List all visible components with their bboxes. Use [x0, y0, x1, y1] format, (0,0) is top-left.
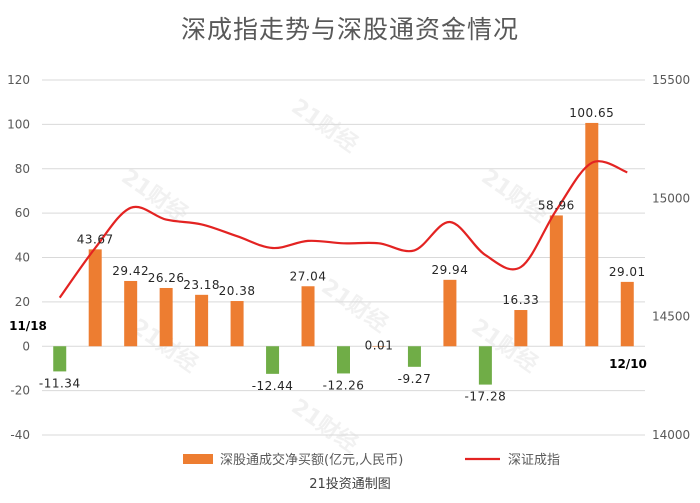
- left-axis-tick-label: 40: [15, 251, 30, 265]
- line-series: [58, 160, 628, 299]
- gridlines: [42, 79, 645, 436]
- legend-swatch-bar: [183, 454, 213, 464]
- axis-ticks: 120 100 80 60 40 20 0 -20 -40 15500 15000 14500 1400…: [7, 73, 690, 442]
- end-date-label: 12/10: [609, 357, 647, 371]
- data-label: -9.27: [398, 372, 432, 386]
- data-label: -12.26: [323, 378, 365, 392]
- bar: [514, 310, 528, 347]
- source-label: 21投资通制图: [309, 476, 391, 492]
- chart-title: 深成指走势与深股通资金情况: [180, 15, 519, 44]
- left-axis-tick-label: 80: [15, 162, 30, 176]
- data-label: 26.26: [148, 271, 185, 285]
- data-label: 100.65: [569, 106, 614, 120]
- left-axis-tick-label: 20: [15, 295, 30, 309]
- start-date-label: 11/18: [9, 319, 47, 333]
- data-label: 58.96: [538, 198, 575, 212]
- left-axis-tick-label: -20: [10, 384, 30, 398]
- bar: [478, 346, 492, 385]
- bar-series: [53, 122, 634, 385]
- watermark: 21财经: [287, 394, 363, 458]
- right-axis-tick-label: 15000: [652, 191, 690, 205]
- data-label: -17.28: [465, 390, 507, 404]
- data-label: -11.34: [39, 376, 81, 390]
- bar: [230, 301, 244, 347]
- bar: [549, 215, 563, 347]
- right-axis-tick-label: 14500: [652, 310, 690, 324]
- bar: [195, 294, 209, 347]
- bar: [266, 346, 280, 374]
- left-axis-tick-label: -40: [10, 428, 30, 442]
- bar: [159, 287, 173, 347]
- bar: [53, 346, 67, 372]
- right-axis-tick-label: 14000: [652, 428, 690, 442]
- legend: 深股通成交净买额(亿元,人民币) 深证成指 21投资通制图: [183, 452, 560, 492]
- right-axis-tick-label: 15500: [652, 73, 690, 87]
- data-label: 29.94: [431, 263, 468, 277]
- watermark: 21财经: [317, 274, 393, 338]
- data-label: 23.18: [183, 278, 220, 292]
- bar: [124, 280, 138, 347]
- line-path: [58, 160, 628, 299]
- watermark: 21财经: [477, 164, 553, 228]
- left-axis-tick-label: 100: [7, 117, 30, 131]
- data-label: -12.44: [252, 379, 294, 393]
- data-label: 20.38: [219, 284, 256, 298]
- data-label: 27.04: [290, 269, 327, 283]
- bar: [88, 249, 102, 347]
- data-label: 29.42: [112, 264, 149, 278]
- bar: [443, 279, 457, 347]
- data-label: 16.33: [502, 293, 539, 307]
- data-label: 0.01: [365, 338, 394, 352]
- watermark: 21财经: [467, 314, 543, 378]
- legend-label-bar: 深股通成交净买额(亿元,人民币): [220, 452, 403, 468]
- left-axis-tick-label: 0: [22, 339, 30, 353]
- bar: [407, 346, 421, 367]
- watermark: 21财经: [287, 94, 363, 158]
- bar: [585, 122, 599, 347]
- bar: [301, 286, 315, 347]
- left-axis-tick-label: 120: [7, 73, 30, 87]
- data-label: 29.01: [609, 265, 646, 279]
- watermark: 21财经: [117, 164, 193, 228]
- legend-label-line: 深证成指: [508, 453, 560, 468]
- bar: [372, 346, 386, 347]
- bar: [620, 281, 634, 347]
- left-axis-tick-label: 60: [15, 206, 30, 220]
- data-label: 43.67: [77, 232, 114, 246]
- bar: [337, 346, 350, 374]
